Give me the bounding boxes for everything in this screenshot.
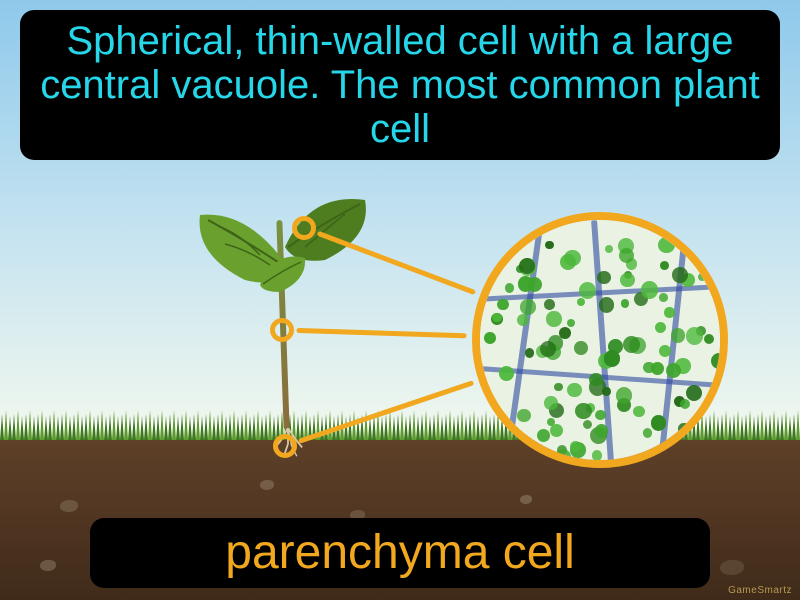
chloroplast xyxy=(595,424,609,438)
chloroplast xyxy=(707,396,719,408)
chloroplast xyxy=(655,322,666,333)
chloroplast xyxy=(577,298,585,306)
chloroplast xyxy=(597,271,611,285)
chloroplast xyxy=(560,254,577,271)
chloroplast xyxy=(544,396,558,410)
chloroplast xyxy=(643,428,653,438)
chloroplast xyxy=(577,459,586,468)
chloroplast xyxy=(546,311,561,326)
term-banner: parenchyma cell xyxy=(90,518,710,588)
callout-ring xyxy=(270,318,294,342)
chloroplast xyxy=(554,383,563,392)
chloroplast xyxy=(686,327,703,344)
chloroplast xyxy=(616,387,633,404)
chloroplast xyxy=(499,366,514,381)
callout-ring xyxy=(292,216,316,240)
chloroplast xyxy=(574,341,588,355)
callout-ring xyxy=(273,434,297,458)
chloroplast xyxy=(497,299,509,311)
chloroplast xyxy=(484,332,496,344)
chloroplast xyxy=(671,328,685,342)
definition-banner: Spherical, thin-walled cell with a large… xyxy=(20,10,780,160)
chloroplast xyxy=(517,409,531,423)
chloroplast xyxy=(658,237,675,254)
chloroplast xyxy=(666,363,682,379)
chloroplast xyxy=(641,281,658,298)
chloroplast xyxy=(550,424,563,437)
chloroplast xyxy=(643,362,655,374)
chloroplast xyxy=(686,385,702,401)
chloroplast xyxy=(545,241,554,250)
callout-line xyxy=(320,234,473,292)
chloroplast xyxy=(604,350,620,366)
chloroplast xyxy=(589,373,602,386)
cells-background xyxy=(480,220,720,460)
chloroplast xyxy=(651,415,667,431)
chloroplast xyxy=(698,273,706,281)
chloroplast xyxy=(579,282,596,299)
chloroplast xyxy=(575,403,592,420)
term-text: parenchyma cell xyxy=(225,527,575,580)
definition-text: Spherical, thin-walled cell with a large… xyxy=(36,19,764,151)
chloroplast xyxy=(518,276,533,291)
chloroplast xyxy=(678,423,689,434)
chloroplast xyxy=(492,313,502,323)
chloroplast xyxy=(659,293,668,302)
chloroplast xyxy=(680,399,690,409)
chloroplast xyxy=(567,319,575,327)
chloroplast xyxy=(544,299,555,310)
magnified-cells-view xyxy=(472,212,728,468)
chloroplast xyxy=(672,267,688,283)
chloroplast xyxy=(660,261,669,270)
chloroplast xyxy=(633,406,645,418)
chloroplast xyxy=(505,283,515,293)
chloroplast xyxy=(605,245,613,253)
callout-line xyxy=(301,383,471,440)
chloroplast xyxy=(520,299,536,315)
chloroplast xyxy=(537,429,551,443)
chloroplast xyxy=(664,307,675,318)
chloroplast xyxy=(517,314,529,326)
chloroplast xyxy=(559,327,571,339)
callout-line xyxy=(299,331,464,336)
chloroplast xyxy=(620,273,634,287)
infographic-scene: Spherical, thin-walled cell with a large… xyxy=(0,0,800,600)
chloroplast xyxy=(592,450,602,460)
chloroplast xyxy=(525,348,535,358)
chloroplast xyxy=(599,297,614,312)
chloroplast xyxy=(674,438,686,450)
chloroplast xyxy=(621,299,630,308)
chloroplast xyxy=(583,420,592,429)
chloroplast xyxy=(567,383,582,398)
watermark: GameSmartz xyxy=(728,585,792,596)
chloroplast xyxy=(704,334,714,344)
chloroplast xyxy=(540,341,556,357)
